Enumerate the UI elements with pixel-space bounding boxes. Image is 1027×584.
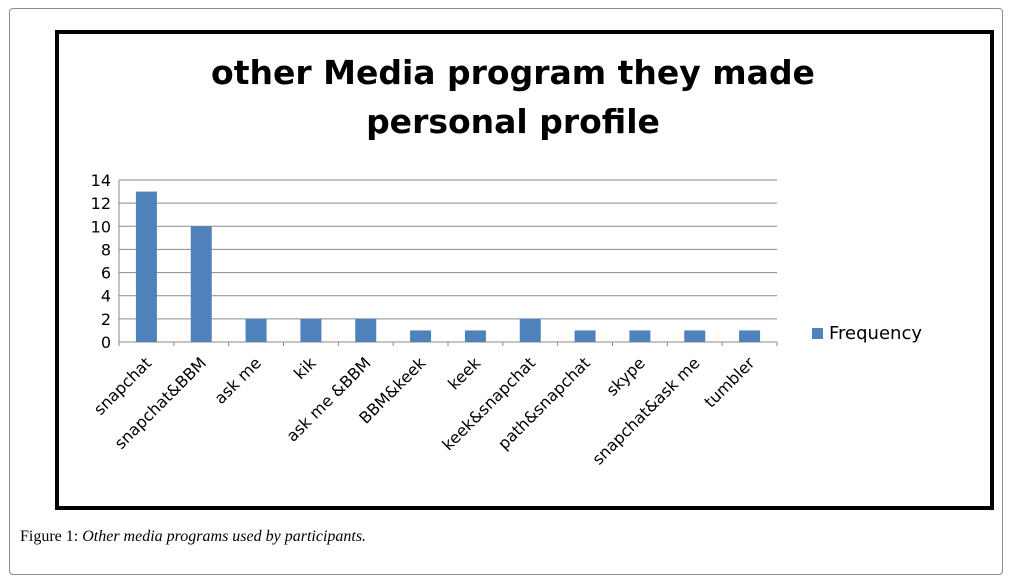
bar bbox=[300, 318, 322, 342]
chart-title-line: personal profile bbox=[366, 102, 660, 141]
y-tick-label: 4 bbox=[101, 287, 111, 306]
y-tick-label: 0 bbox=[101, 333, 111, 352]
bar-chart: other Media program they made personal pr… bbox=[90, 53, 922, 469]
x-category-label: snapchat&ask me bbox=[588, 353, 703, 468]
x-category-label: keek&snapchat bbox=[438, 353, 539, 454]
caption-text: Other media programs used by participant… bbox=[82, 528, 367, 545]
figure-caption: Figure 1: Other media programs used by p… bbox=[20, 528, 366, 546]
chart-title-line: other Media program they made bbox=[211, 53, 815, 92]
bar bbox=[135, 191, 157, 342]
legend-swatch bbox=[812, 328, 823, 339]
y-tick-label: 10 bbox=[91, 217, 111, 236]
x-category-label: tumbler bbox=[700, 353, 758, 411]
y-tick-label: 6 bbox=[101, 264, 111, 283]
y-tick-label: 12 bbox=[91, 194, 111, 213]
x-category-label: skype bbox=[602, 353, 648, 399]
bar bbox=[629, 330, 651, 342]
bar bbox=[245, 318, 267, 342]
bar bbox=[739, 330, 761, 342]
bar bbox=[464, 330, 486, 342]
bar bbox=[519, 318, 541, 342]
figure-frame bbox=[9, 8, 1003, 575]
x-category-label: ask me bbox=[211, 353, 265, 407]
x-category-label: path&snapchat bbox=[494, 353, 594, 453]
bar bbox=[684, 330, 706, 342]
y-tick-label: 2 bbox=[101, 310, 111, 329]
y-tick-label: 8 bbox=[101, 240, 111, 259]
y-tick-label: 14 bbox=[91, 171, 111, 190]
caption-label: Figure 1: bbox=[20, 528, 79, 545]
legend-label: Frequency bbox=[829, 323, 922, 344]
x-category-label: keek bbox=[444, 353, 485, 394]
chart-area: other Media program they made personal pr… bbox=[55, 30, 994, 510]
bar bbox=[190, 226, 212, 342]
bar bbox=[410, 330, 432, 342]
x-category-label: kik bbox=[290, 353, 320, 383]
bar bbox=[574, 330, 596, 342]
bar bbox=[355, 318, 377, 342]
